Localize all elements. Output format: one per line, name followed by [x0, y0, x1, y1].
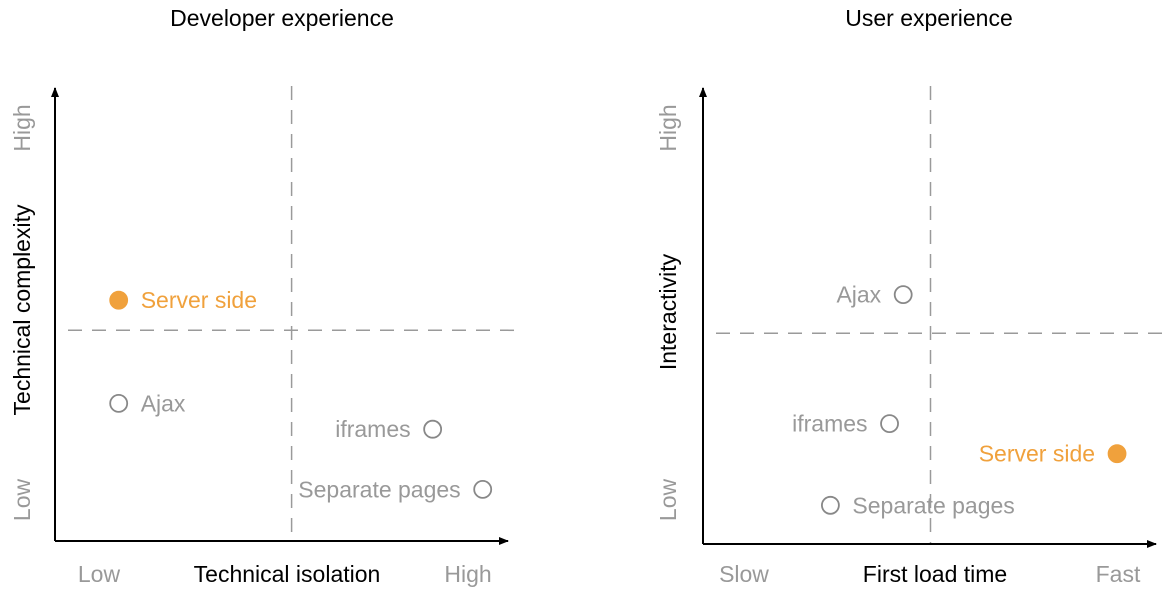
point-marker	[1107, 444, 1127, 464]
point-marker	[821, 495, 840, 515]
y-tick-low: Low	[655, 479, 681, 522]
point-label: Separate pages	[852, 492, 1014, 518]
point-label: iframes	[335, 416, 410, 442]
point-marker	[423, 419, 443, 439]
point-label: Separate pages	[298, 476, 460, 502]
plot-area: Server side Ajax iframes Separate pages	[51, 86, 514, 545]
data-point-ajax: Ajax	[836, 282, 913, 308]
chart-user-experience: User experience First load time Slow Fas…	[655, 5, 1162, 587]
data-point-iframes: iframes	[335, 416, 443, 442]
x-tick-low: Slow	[719, 561, 769, 587]
data-point-separate-pages: Separate pages	[298, 476, 493, 502]
chart-title: User experience	[845, 5, 1012, 31]
point-marker	[893, 285, 913, 305]
chart-developer-experience: Developer experience Technical isolation…	[9, 5, 514, 587]
point-label: Ajax	[141, 390, 186, 416]
y-axis-label: Technical complexity	[9, 204, 35, 415]
point-label: Server side	[979, 441, 1095, 467]
data-point-server-side: Server side	[979, 441, 1127, 467]
data-point-server-side: Server side	[109, 287, 257, 313]
point-label: Server side	[141, 287, 257, 313]
point-marker	[880, 414, 899, 434]
x-tick-high: Fast	[1096, 561, 1141, 587]
data-point-separate-pages: Separate pages	[821, 492, 1015, 518]
point-label: iframes	[792, 411, 867, 437]
y-tick-high: High	[9, 104, 35, 151]
y-tick-low: Low	[9, 479, 35, 522]
chart-title: Developer experience	[170, 5, 394, 31]
y-axis-label: Interactivity	[655, 253, 681, 370]
x-axis-label: First load time	[863, 561, 1007, 587]
point-marker	[109, 393, 129, 413]
data-point-iframes: iframes	[792, 411, 899, 437]
plot-area: Ajax iframes Server side Separate pages	[699, 86, 1162, 548]
point-marker	[109, 290, 129, 310]
y-tick-high: High	[655, 104, 681, 151]
x-axis-label: Technical isolation	[194, 561, 381, 587]
x-tick-high: High	[444, 561, 491, 587]
point-marker	[473, 479, 493, 499]
data-point-ajax: Ajax	[109, 390, 186, 416]
point-label: Ajax	[836, 282, 881, 308]
x-tick-low: Low	[78, 561, 121, 587]
